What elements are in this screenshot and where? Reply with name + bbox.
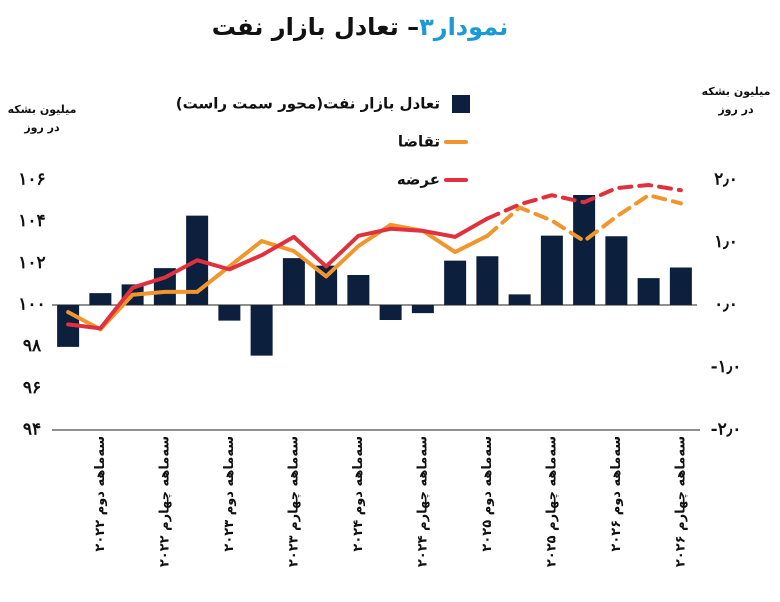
y2-tick-label: -۲٫۰ (711, 420, 742, 440)
x-tick-label: سه‌ماهه دوم ۲۰۲۲ (93, 436, 108, 552)
x-tick-label: سه‌ماهه چهارم ۲۰۲۶ (673, 436, 688, 567)
bar (444, 260, 467, 305)
line-forecast (485, 193, 683, 244)
bar (573, 195, 596, 305)
bar (250, 305, 273, 356)
bar (476, 256, 499, 305)
legend-label: عرضه (397, 171, 440, 189)
y-axis-label: میلیون بشکه (8, 103, 77, 116)
bar (637, 278, 660, 305)
bar (218, 305, 241, 321)
y2-axis-label: در روز (717, 103, 754, 116)
y2-tick-label: ۱٫۰ (714, 232, 738, 252)
line (66, 222, 490, 332)
x-tick-label: سه‌ماهه دوم ۲۰۲۵ (480, 436, 495, 552)
x-tick-label: سه‌ماهه دوم ۲۰۲۶ (609, 436, 624, 552)
y2-axis-label: میلیون بشکه (702, 85, 771, 98)
legend-swatch (452, 95, 470, 113)
line-forecast (485, 183, 683, 221)
chart-title: نمودار۳– تعادل بازار نفت (212, 13, 509, 41)
x-tick-label: سه‌ماهه چهارم ۲۰۲۵ (544, 436, 559, 567)
y-axis-label: در روز (23, 121, 60, 134)
bar (411, 305, 434, 314)
title-text: – تعادل بازار نفت (212, 13, 419, 41)
bar (540, 235, 563, 305)
y-tick-label: ۹۶ (23, 378, 41, 398)
y2-tick-label: ۲٫۰ (714, 170, 738, 190)
line (66, 216, 490, 331)
bar (379, 305, 402, 320)
x-tick-label: سه‌ماهه دوم ۲۰۲۳ (222, 436, 237, 552)
bar (508, 294, 531, 305)
x-tick-label: سه‌ماهه دوم ۲۰۲۴ (351, 436, 366, 552)
legend-label: تقاضا (398, 133, 440, 151)
bar (347, 275, 370, 305)
title-number: نمودار۳ (419, 13, 508, 41)
legend-label: تعادل بازار نفت(محور سمت راست) (176, 95, 440, 113)
bar (89, 293, 112, 305)
y-tick-label: ۱۰۴ (18, 211, 45, 231)
y-tick-label: ۱۰۰ (18, 295, 45, 315)
y2-tick-label: -۱٫۰ (711, 357, 742, 377)
y2-tick-label: ۰٫۰ (714, 295, 738, 315)
y-tick-label: ۹۸ (23, 336, 42, 356)
x-tick-label: سه‌ماهه چهارم ۲۰۲۴ (415, 436, 430, 567)
bar (669, 267, 692, 305)
x-tick-label: سه‌ماهه چهارم ۲۰۲۲ (157, 436, 172, 567)
bar (315, 265, 338, 305)
bar (282, 258, 305, 305)
x-tick-label: سه‌ماهه چهارم ۲۰۲۳ (286, 436, 301, 567)
y-tick-label: ۹۴ (23, 420, 41, 440)
y-tick-label: ۱۰۶ (18, 170, 45, 190)
y-tick-label: ۱۰۲ (18, 253, 45, 273)
bar (605, 236, 628, 305)
